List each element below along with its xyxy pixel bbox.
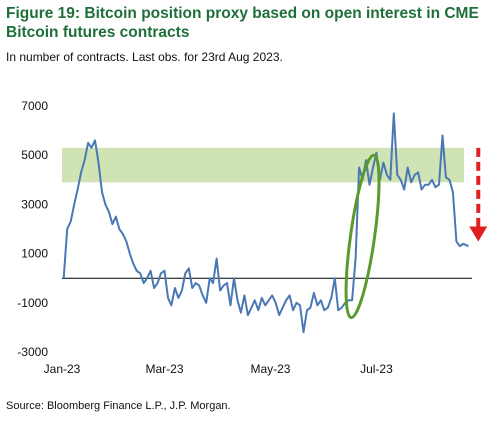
x-tick-label: Jul-23 xyxy=(360,362,393,376)
arrow-head xyxy=(469,226,488,242)
x-tick-label: Jan-23 xyxy=(44,362,81,376)
y-tick-label: 3000 xyxy=(21,197,48,211)
y-tick-label: 1000 xyxy=(21,247,48,261)
highlight-ellipse xyxy=(344,153,381,320)
highlight-band xyxy=(62,147,464,183)
y-tick-label: 7000 xyxy=(21,99,48,113)
y-tick-label: 5000 xyxy=(21,148,48,162)
chart-subtitle: In number of contracts. Last obs. for 23… xyxy=(6,50,283,64)
x-axis-ticks: Jan-23 Mar-23 May-23 Jul-23 xyxy=(44,362,393,376)
y-tick-label: -1000 xyxy=(17,296,48,310)
chart-title: Figure 19: Bitcoin position proxy based … xyxy=(6,5,479,41)
series-line xyxy=(62,112,469,334)
y-tick-label: -3000 xyxy=(17,345,48,359)
y-axis-ticks: 7000 5000 3000 1000 -1000 -3000 xyxy=(17,99,48,359)
x-tick-label: May-23 xyxy=(250,362,290,376)
x-tick-label: Mar-23 xyxy=(145,362,183,376)
source-note: Source: Bloomberg Finance L.P., J.P. Mor… xyxy=(6,400,231,412)
down-arrow-icon xyxy=(469,147,488,242)
